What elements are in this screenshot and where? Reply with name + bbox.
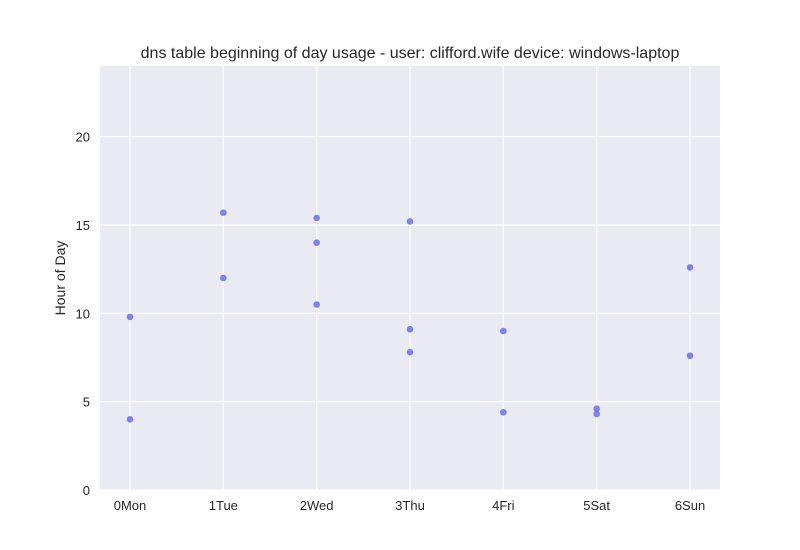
y-tick-label: 0: [83, 483, 90, 498]
data-point: [593, 405, 600, 413]
data-point: [406, 218, 414, 225]
y-axis-label: Hour of Day: [52, 241, 68, 316]
data-point: [313, 214, 320, 222]
y-tick-label: 10: [76, 306, 90, 321]
data-point: [313, 301, 320, 308]
x-tick-label: 2Wed: [300, 498, 334, 513]
data-point: [500, 408, 507, 416]
data-point: [220, 274, 227, 282]
data-point: [406, 325, 414, 333]
data-point: [500, 327, 507, 335]
data-point: [220, 209, 227, 216]
y-tick-label: 5: [83, 395, 90, 410]
data-point: [406, 348, 414, 356]
data-point: [686, 352, 694, 360]
y-tick-label: 15: [76, 218, 90, 233]
data-point: [126, 313, 134, 321]
y-tick-label: 20: [76, 130, 90, 145]
x-tick-label: 4Fri: [492, 498, 515, 513]
x-tick-label: 1Tue: [209, 498, 238, 513]
x-tick-label: 5Sat: [583, 498, 610, 513]
x-tick-label: 0Mon: [114, 498, 147, 513]
data-point: [686, 264, 694, 271]
data-point: [313, 239, 320, 246]
x-tick-labels: 0Mon 1Tue 2Wed 3Thu 4Fri 5Sat 6Sun: [114, 498, 705, 513]
data-point: [126, 416, 134, 423]
data-point: [593, 410, 600, 418]
chart-title: dns table beginning of day usage - user:…: [141, 45, 680, 62]
x-tick-label: 6Sun: [675, 498, 705, 513]
y-tick-labels: 0 5 10 15 20: [76, 130, 90, 498]
data-points: [126, 209, 694, 423]
x-tick-label: 3Thu: [395, 498, 425, 513]
